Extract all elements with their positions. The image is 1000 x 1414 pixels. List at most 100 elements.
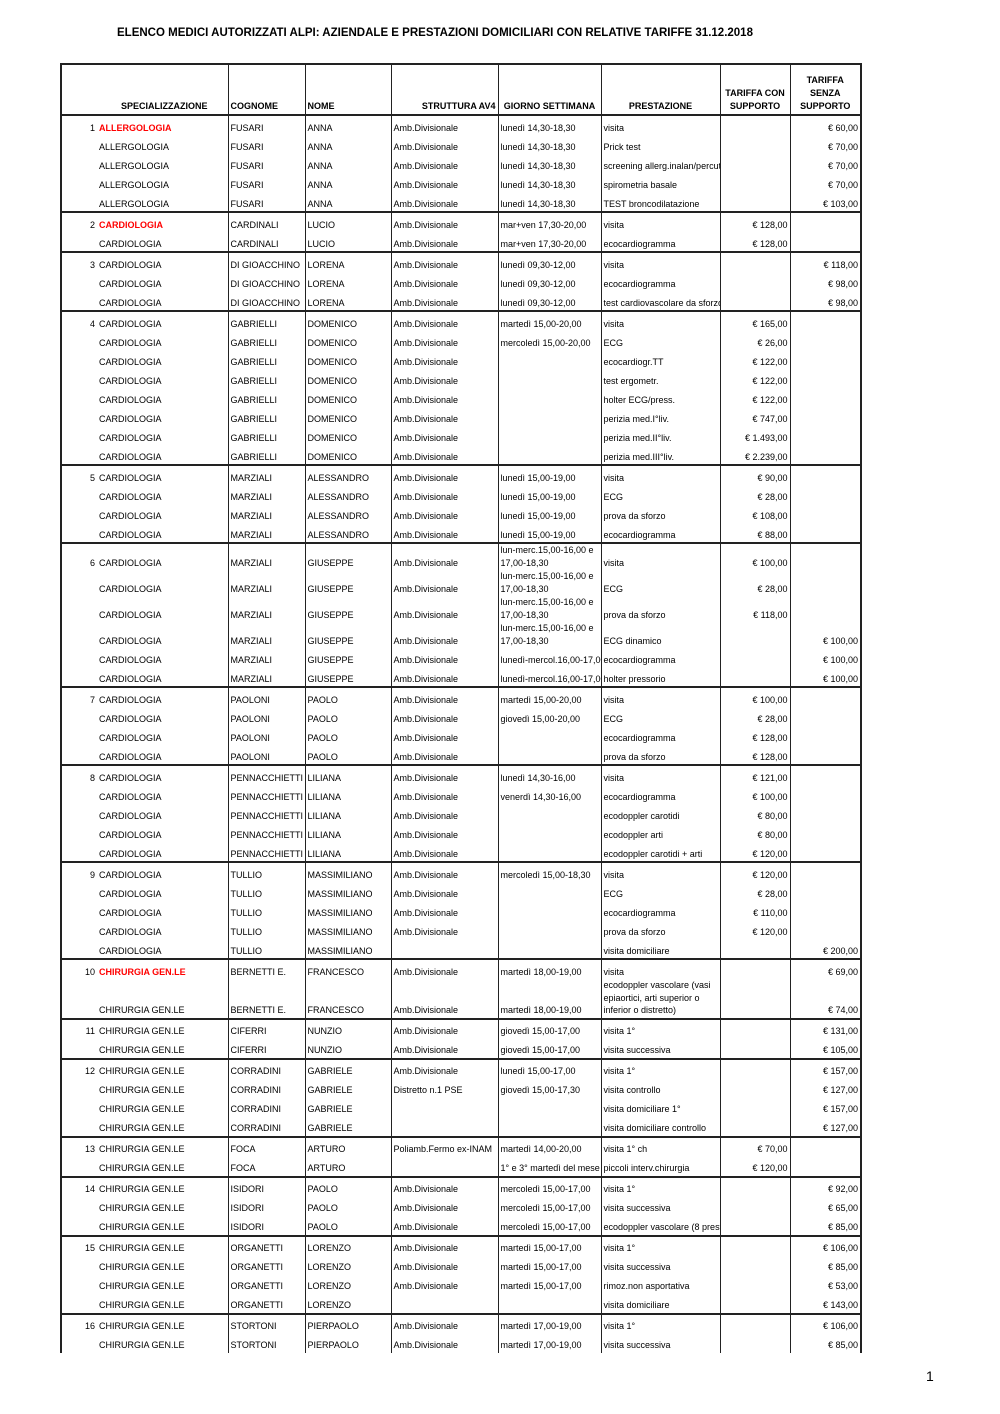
table-row: 14 CHIRURGIA GEN.LE ISIDORI PAOLO Amb.Divisi… xyxy=(61,1175,861,1197)
specializzazione-cell: 5 CARDIOLOGIA xyxy=(61,464,228,485)
tariffa-senza-supporto-cell xyxy=(789,764,861,785)
tariffa-senza-supporto-cell xyxy=(789,388,861,407)
table-row: ALLERGOLOGIA FUSARI ANNA Amb.Divisionale lun… xyxy=(61,135,861,154)
nome-cell: GIUSEPPE xyxy=(304,542,391,570)
tariffa-senza-supporto-cell xyxy=(789,1156,861,1177)
tariffa-con-supporto-cell: € 122,00 xyxy=(719,350,790,369)
tariffa-senza-supporto-cell xyxy=(789,726,861,745)
header-tariffa-senza-supporto: TARIFFA SENZA SUPPORTO xyxy=(789,64,861,116)
table-row: 11 CHIRURGIA GEN.LE CIFERRI NUNZIO Amb.Divis… xyxy=(61,1017,861,1039)
cognome-cell: BERNETTI E. xyxy=(227,979,305,1019)
specializzazione: ALLERGOLOGIA xyxy=(99,179,170,190)
specializzazione-cell: CARDIOLOGIA xyxy=(61,622,228,648)
specializzazione-cell: 7 CARDIOLOGIA xyxy=(61,686,228,707)
struttura-cell: Amb.Divisionale xyxy=(390,745,498,765)
specializzazione-cell: ALLERGOLOGIA xyxy=(61,135,228,154)
struttura-cell: Amb.Divisionale xyxy=(390,1312,498,1334)
cognome-cell: PAOLONI xyxy=(227,707,305,726)
tariffa-con-supporto-cell xyxy=(719,1175,790,1197)
nome-cell: DOMENICO xyxy=(304,310,391,331)
tariffa-con-supporto-cell xyxy=(719,1274,790,1294)
specializzazione-cell: ALLERGOLOGIA xyxy=(61,154,228,173)
cognome-cell: CORRADINI xyxy=(227,1057,305,1079)
specializzazione: CARDIOLOGIA xyxy=(99,869,162,880)
specializzazione-cell: CARDIOLOGIA xyxy=(61,842,228,862)
tariffa-con-supporto-cell: € 26,00 xyxy=(719,331,790,350)
table-row: CHIRURGIA GEN.LE ISIDORI PAOLO Amb.Division… xyxy=(61,1215,861,1236)
specializzazione-cell: CARDIOLOGIA xyxy=(61,823,228,842)
giorno-cell: giovedì 15,00-20,00 xyxy=(497,707,601,726)
table-row: CARDIOLOGIA TULLIO MASSIMILIANO Amb.Divisio… xyxy=(61,901,861,920)
nome-cell: ARTURO xyxy=(304,1135,391,1157)
giorno-cell: lunedì 15,00-19,00 xyxy=(497,504,601,523)
tariffa-senza-supporto-cell: € 85,00 xyxy=(789,1255,861,1275)
giorno-cell: lunedì 09,30-12,00 xyxy=(497,291,601,311)
struttura-cell: Amb.Divisionale xyxy=(390,1234,498,1256)
tariffa-senza-supporto-cell xyxy=(789,350,861,369)
tariffa-con-supporto-cell: € 28,00 xyxy=(719,485,790,504)
cognome-cell: MARZIALI xyxy=(227,464,305,485)
nome-cell: ARTURO xyxy=(304,1156,391,1177)
prestazione-cell: ecocardiogramma xyxy=(600,785,720,804)
tariffa-con-supporto-cell xyxy=(719,1293,790,1314)
tariffa-con-supporto-cell xyxy=(719,135,790,154)
table-row: 10 CHIRURGIA GEN.LE BERNETTI E. FRANCESCO Am… xyxy=(61,958,861,979)
prestazione-cell: test cardiovascolare da sforzo xyxy=(600,291,720,311)
specializzazione-cell: CARDIOLOGIA xyxy=(61,648,228,667)
cognome-cell: FUSARI xyxy=(227,114,305,135)
doctor-number: 6 xyxy=(89,557,95,568)
struttura-cell: Amb.Divisionale xyxy=(390,1038,498,1059)
nome-cell: MASSIMILIANO xyxy=(304,882,391,901)
specializzazione: CARDIOLOGIA xyxy=(99,451,162,462)
table-row: CARDIOLOGIA PAOLONI PAOLO Amb.Divisionale gi… xyxy=(61,707,861,726)
cognome-cell: FOCA xyxy=(227,1156,305,1177)
table-row: CARDIOLOGIA GABRIELLI DOMENICO Amb.Division… xyxy=(61,426,861,445)
specializzazione-cell: CARDIOLOGIA xyxy=(61,388,228,407)
nome-cell: GIUSEPPE xyxy=(304,570,391,596)
cognome-cell: MARZIALI xyxy=(227,622,305,648)
specializzazione: CHIRURGIA GEN.LE xyxy=(99,1144,185,1154)
cognome-cell: GABRIELLI xyxy=(227,310,305,331)
nome-cell: DOMENICO xyxy=(304,407,391,426)
tariffa-con-supporto-cell xyxy=(719,1215,790,1236)
nome-cell: MASSIMILIANO xyxy=(304,901,391,920)
nome-cell: GABRIELE xyxy=(304,1078,391,1098)
struttura-cell xyxy=(390,1156,498,1177)
prestazione-cell: visita xyxy=(600,464,720,485)
tariffa-senza-supporto-cell: € 105,00 xyxy=(789,1038,861,1059)
tariffa-con-supporto-cell: € 120,00 xyxy=(719,861,790,882)
giorno-cell: martedì 18,00-19,00 xyxy=(497,958,601,979)
struttura-cell: Amb.Divisionale xyxy=(390,331,498,350)
prestazione-cell: ecodoppler arti xyxy=(600,823,720,842)
prestazione-cell: visita 1° xyxy=(600,1017,720,1039)
nome-cell: GABRIELE xyxy=(304,1116,391,1137)
tariffa-senza-supporto-cell xyxy=(789,211,861,232)
prestazione-cell: holter pressorio xyxy=(600,667,720,687)
table-row: CARDIOLOGIA MARZIALI GIUSEPPE Amb.Divisiona… xyxy=(61,622,861,648)
doctor-number: 9 xyxy=(89,869,95,880)
table-row: 5 CARDIOLOGIA MARZIALI ALESSANDRO Amb.Divisi… xyxy=(61,464,861,485)
tariff-table: SPECIALIZZAZIONE COGNOME NOME STRUTTURA … xyxy=(60,63,862,1353)
specializzazione: CARDIOLOGIA xyxy=(99,732,162,743)
table-row: CARDIOLOGIA MARZIALI ALESSANDRO Amb.Divisio… xyxy=(61,485,861,504)
nome-cell: ANNA xyxy=(304,135,391,154)
nome-cell: DOMENICO xyxy=(304,445,391,465)
giorno-cell: mercoledì 15,00-17,00 xyxy=(497,1196,601,1216)
specializzazione-cell: CHIRURGIA GEN.LE xyxy=(61,1079,228,1098)
prestazione-cell: ecocardiogramma xyxy=(600,648,720,667)
tariffa-senza-supporto-cell: € 70,00 xyxy=(789,154,861,173)
nome-cell: LORENZO xyxy=(304,1234,391,1256)
giorno-cell: martedì 17,00-19,00 xyxy=(497,1333,601,1353)
header-tariffa-con-supporto: TARIFFA CON SUPPORTO xyxy=(719,64,790,116)
nome-cell: ANNA xyxy=(304,114,391,135)
tariffa-con-supporto-cell xyxy=(719,622,790,648)
table-row: 7 CARDIOLOGIA PAOLONI PAOLO Amb.Divisionale m… xyxy=(61,686,861,707)
struttura-cell: Amb.Divisionale xyxy=(390,1196,498,1216)
tariffa-senza-supporto-cell xyxy=(789,686,861,707)
struttura-cell: Amb.Divisionale xyxy=(390,1017,498,1039)
specializzazione-cell: 13 CHIRURGIA GEN.LE xyxy=(61,1135,228,1157)
prestazione-cell: visita domiciliare xyxy=(600,1293,720,1314)
specializzazione-cell: CHIRURGIA GEN.LE xyxy=(61,1039,228,1059)
cognome-cell: TULLIO xyxy=(227,920,305,939)
specializzazione: CARDIOLOGIA xyxy=(99,394,162,405)
